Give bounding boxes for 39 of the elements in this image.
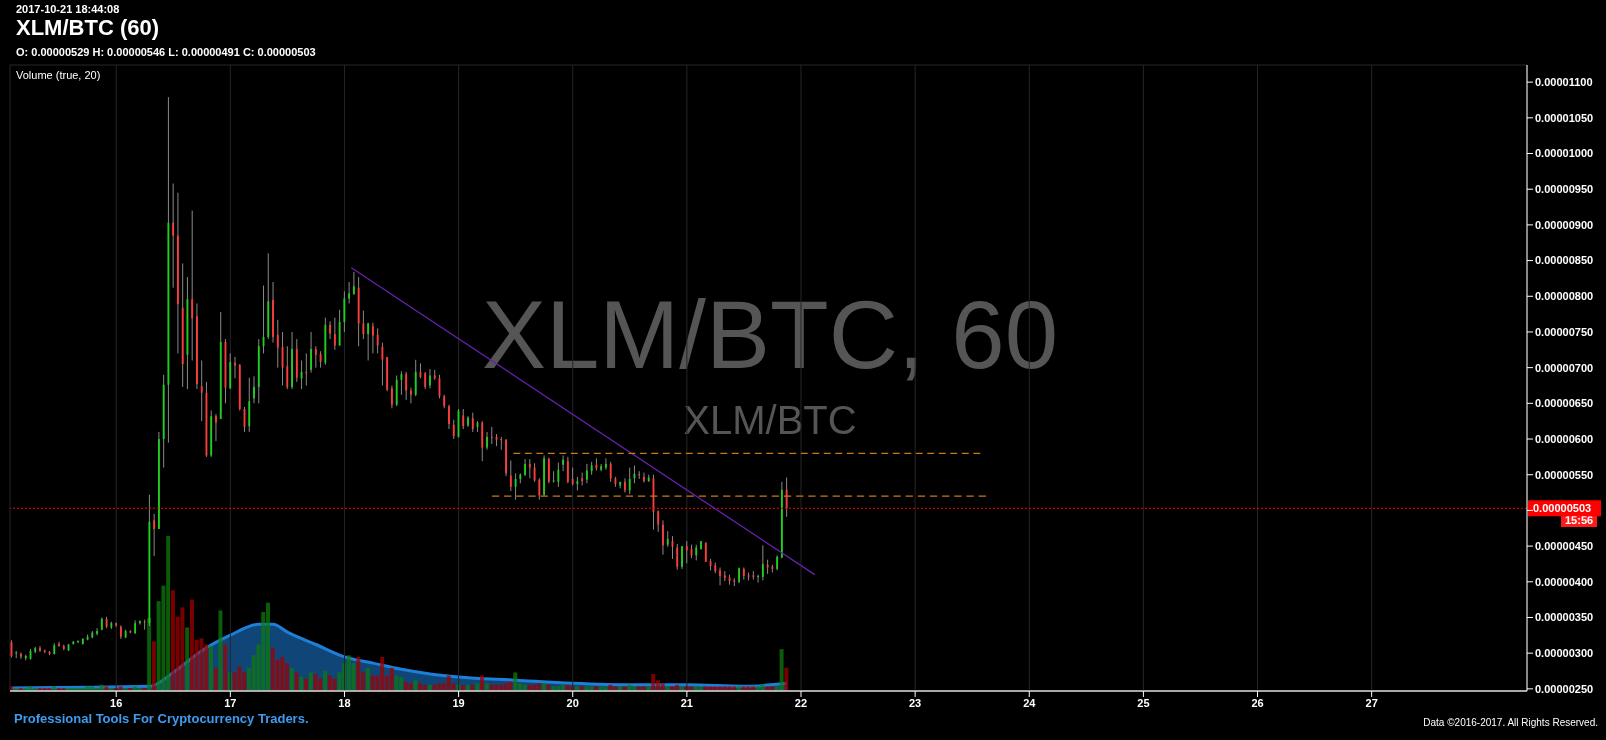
y-tick-label: 0.00000400	[1535, 575, 1594, 588]
y-tick-label: 0.00000550	[1535, 468, 1594, 481]
chart-title: XLM/BTC (60)	[16, 15, 159, 41]
y-tick-label: 0.00000950	[1535, 183, 1594, 196]
x-tick-label: 16	[110, 696, 123, 709]
x-tick-label: 19	[452, 696, 465, 709]
x-tick-label: 18	[338, 696, 351, 709]
x-tick-label: 24	[1023, 696, 1037, 709]
x-tick-label: 20	[566, 696, 579, 709]
y-tick-label: 0.00000450	[1535, 540, 1594, 552]
text: 2017-10-21 18:44:08	[16, 3, 120, 15]
x-tick-label: 26	[1251, 696, 1264, 709]
text: 15:56	[1561, 513, 1598, 527]
x-tick-label: 27	[1365, 696, 1378, 709]
y-tick-label: 0.00000600	[1535, 432, 1594, 445]
x-tick-label: 23	[909, 696, 922, 709]
text: Professional Tools For Cryptocurrency Traders.	[14, 711, 309, 726]
y-tick-label: 0.00001100	[1535, 76, 1593, 89]
y-tick-label: 0.00000800	[1535, 290, 1594, 303]
text: Data ©2016-2017. All Rights Reserved.	[1423, 717, 1598, 728]
chart-title: Volume (true, 20)	[16, 69, 101, 81]
chart-subtitle: O: 0.00000529 H: 0.00000546 L: 0.00000491 C: 0.00000503	[16, 46, 316, 58]
y-tick-label: 0.00001050	[1535, 111, 1594, 124]
x-tick-label: 25	[1137, 696, 1150, 709]
y-tick-label: 0.00000250	[1535, 682, 1594, 695]
x-tick-label: 17	[224, 696, 237, 709]
y-tick-label: 0.00000650	[1535, 397, 1594, 410]
annotation: XLM/BTC	[682, 398, 858, 443]
y-tick-label: 0.00000850	[1535, 254, 1594, 267]
x-tick-label: 22	[794, 696, 808, 709]
y-tick-label: 0.00001000	[1535, 147, 1594, 160]
y-tick-label: 0.00000350	[1535, 611, 1594, 624]
y-tick-label: 0.00000900	[1535, 218, 1594, 231]
y-tick-label: 0.00000750	[1535, 325, 1594, 338]
ref-line-label: 0.00000503	[1533, 502, 1592, 515]
annotation: XLM/BTC, 60	[480, 280, 1060, 390]
y-tick-label: 0.00000300	[1535, 647, 1594, 660]
x-tick-label: 21	[680, 696, 693, 709]
y-tick-label: 0.00000700	[1535, 361, 1594, 374]
